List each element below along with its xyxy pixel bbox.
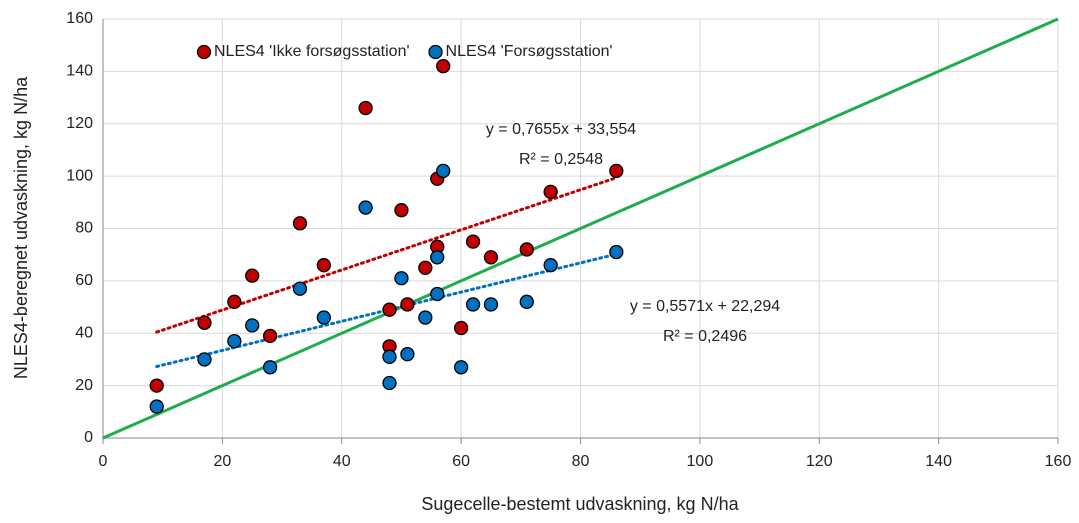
y-axis-title: NLES4-beregnet udvaskning, kg N/ha	[11, 76, 31, 379]
y-tick-label: 40	[75, 324, 93, 341]
y-tick-label: 60	[75, 272, 93, 289]
scatter-point	[227, 294, 242, 309]
trendline-equation: y = 0,5571x + 22,294	[630, 298, 780, 315]
scatter-point	[227, 333, 242, 349]
legend-label: NLES4 'Forsøgsstation'	[446, 43, 613, 60]
scatter-point	[400, 347, 415, 362]
x-tick-label: 100	[687, 453, 714, 470]
identity-line	[102, 17, 1059, 440]
scatter-point	[483, 250, 499, 265]
y-tick-label: 100	[66, 167, 93, 184]
y-tick-label: 0	[84, 429, 93, 446]
scatter-point	[394, 203, 409, 218]
x-axis-title: Sugecelle-bestemt udvaskning, kg N/ha	[421, 494, 739, 514]
legend-label: NLES4 'Ikke forsøgsstation'	[214, 43, 410, 60]
scatter-point	[197, 352, 212, 367]
trendline-r2: R² = 0,2548	[519, 151, 603, 168]
scatter-point	[197, 315, 212, 330]
x-tick-label: 20	[213, 453, 231, 470]
trendline-r2: R² = 0,2496	[663, 328, 747, 345]
scatter-point	[483, 297, 499, 312]
scatter-point	[543, 184, 558, 199]
scatter-point	[418, 260, 433, 275]
scatter-point	[394, 271, 409, 286]
scatter-point	[430, 286, 445, 302]
scatter-point	[519, 242, 534, 257]
scatter-point	[149, 399, 164, 414]
scatter-point	[358, 100, 373, 116]
scatter-point	[543, 258, 558, 273]
scatter-point	[418, 310, 433, 325]
scatter-point	[316, 258, 331, 273]
scatter-point	[292, 281, 308, 296]
scatter-point	[430, 250, 445, 265]
scatter-point	[292, 216, 308, 231]
y-tick-label: 20	[75, 377, 93, 394]
scatter-point	[316, 310, 331, 325]
scatter-point	[609, 163, 624, 179]
x-tick-label: 140	[925, 453, 952, 470]
scatter-point	[382, 302, 397, 317]
scatter-point	[465, 234, 481, 249]
scatter-point	[262, 328, 278, 344]
x-tick-label: 160	[1045, 453, 1072, 470]
scatter-point	[358, 200, 373, 215]
x-tick-label: 0	[99, 453, 108, 470]
scatter-point	[453, 320, 469, 336]
x-tick-label: 120	[806, 453, 833, 470]
scatter-point	[453, 360, 469, 375]
scatter-point	[609, 244, 624, 260]
y-tick-label: 120	[66, 115, 93, 132]
x-tick-label: 80	[572, 453, 590, 470]
y-tick-label: 140	[66, 63, 93, 80]
x-tick-label: 60	[452, 453, 470, 470]
y-tick-label: 80	[75, 220, 93, 237]
scatter-point	[262, 360, 278, 375]
scatter-point	[245, 318, 260, 333]
scatter-point	[382, 349, 397, 364]
scatter-point	[400, 297, 415, 312]
scatter-point	[465, 297, 481, 312]
scatter-point	[436, 58, 451, 74]
trendline-equation: y = 0,7655x + 33,554	[486, 121, 636, 138]
x-tick-label: 40	[333, 453, 351, 470]
scatter-point	[382, 375, 397, 391]
legend-marker	[428, 44, 443, 60]
scatter-point	[245, 268, 260, 283]
y-tick-label: 160	[66, 10, 93, 27]
scatter-point	[149, 378, 164, 393]
legend-marker	[196, 44, 212, 60]
scatter-point	[519, 294, 534, 309]
scatter-point	[436, 163, 451, 179]
